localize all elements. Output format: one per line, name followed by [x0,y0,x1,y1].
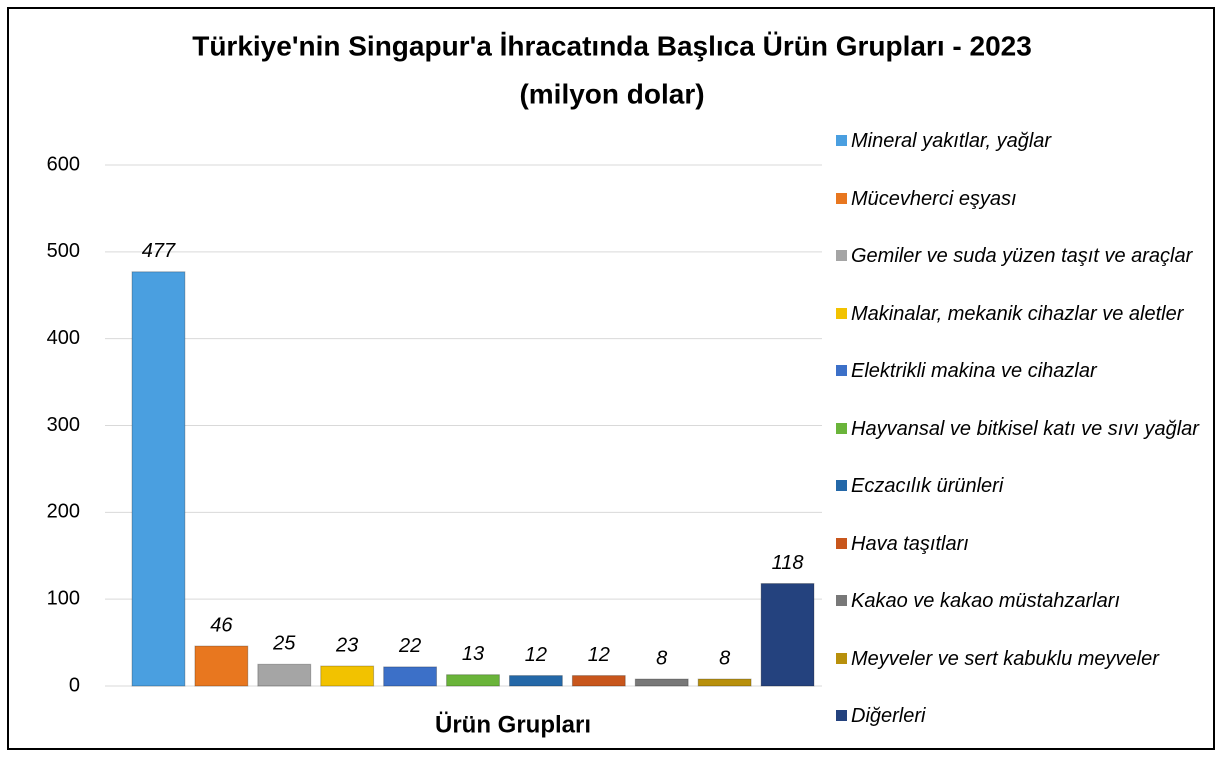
data-label: 8 [719,647,730,669]
legend-item: Elektrikli makina ve cihazlar [836,357,1218,385]
y-tick-label: 600 [47,153,80,175]
data-label: 8 [656,647,667,669]
legend-swatch [836,307,847,319]
y-tick-label: 0 [69,674,80,696]
legend-label: Mineral yakıtlar, yağlar [851,130,1052,152]
legend-swatch [836,135,847,146]
bar [131,271,186,687]
legend-item: Hava taşıtları [836,530,1218,558]
bar [634,678,689,687]
legend-label: Diğerleri [851,705,926,727]
legend-label: Mücevherci eşyası [851,187,1017,210]
bar [508,675,563,687]
legend-item: Diğerleri [836,702,1218,730]
bar [697,678,752,687]
data-label: 22 [398,635,421,657]
legend-item: Mücevherci eşyası [836,185,1218,213]
bar [194,645,249,687]
legend-swatch [836,480,847,491]
bar [571,675,626,687]
x-axis-label: Ürün Grupları [435,711,591,738]
data-label: 12 [588,644,610,666]
legend-label: Makinalar, mekanik cihazlar ve aletler [851,302,1184,325]
legend-swatch [836,250,847,261]
legend-label: Meyveler ve sert kabuklu meyveler [851,647,1159,670]
data-label: 23 [335,634,358,656]
y-tick-label: 100 [47,587,80,609]
data-label: 477 [142,240,176,262]
legend-swatch [836,652,847,664]
legend-swatch [836,537,847,549]
data-label: 25 [272,633,296,655]
legend-swatch [836,192,847,204]
legend-label: Elektrikli makina ve cihazlar [851,360,1097,382]
legend-label: Eczacılık ürünleri [851,475,1004,497]
legend-item: Hayvansal ve bitkisel katı ve sıvı yağla… [836,415,1218,443]
frame [7,7,1215,750]
legend-item: Meyveler ve sert kabuklu meyveler [836,645,1218,673]
legend-swatch [836,365,847,376]
legend-swatch [836,710,847,721]
legend-label: Kakao ve kakao müstahzarları [851,590,1121,612]
legend-label: Gemiler ve suda yüzen taşıt ve araçlar [851,245,1193,267]
y-tick-label: 500 [47,240,80,262]
bar [760,583,815,687]
chart-subtitle: (milyon dolar) [519,78,704,109]
data-label: 118 [772,552,804,574]
y-tick-label: 200 [47,501,80,523]
data-label: 46 [210,614,233,636]
legend-item: Mineral yakıtlar, yağlar [836,127,1218,155]
legend-swatch [836,595,847,606]
legend-item: Kakao ve kakao müstahzarları [836,587,1218,615]
legend-item: Makinalar, mekanik cihazlar ve aletler [836,300,1218,328]
y-tick-label: 400 [47,327,80,349]
bar [446,674,500,687]
legend-swatch [836,422,847,434]
bar [383,666,438,687]
bar [257,663,312,687]
legend-item: Eczacılık ürünleri [836,472,1218,500]
data-label: 13 [462,643,484,665]
chart-title: Türkiye'nin Singapur'a İhracatında Başlı… [192,30,1032,61]
legend-label: Hava taşıtları [851,532,969,555]
legend-item: Gemiler ve suda yüzen taşıt ve araçlar [836,242,1218,270]
bar [320,665,375,687]
legend-label: Hayvansal ve bitkisel katı ve sıvı yağla… [851,417,1199,440]
data-label: 12 [525,644,547,666]
y-tick-label: 300 [47,414,80,436]
